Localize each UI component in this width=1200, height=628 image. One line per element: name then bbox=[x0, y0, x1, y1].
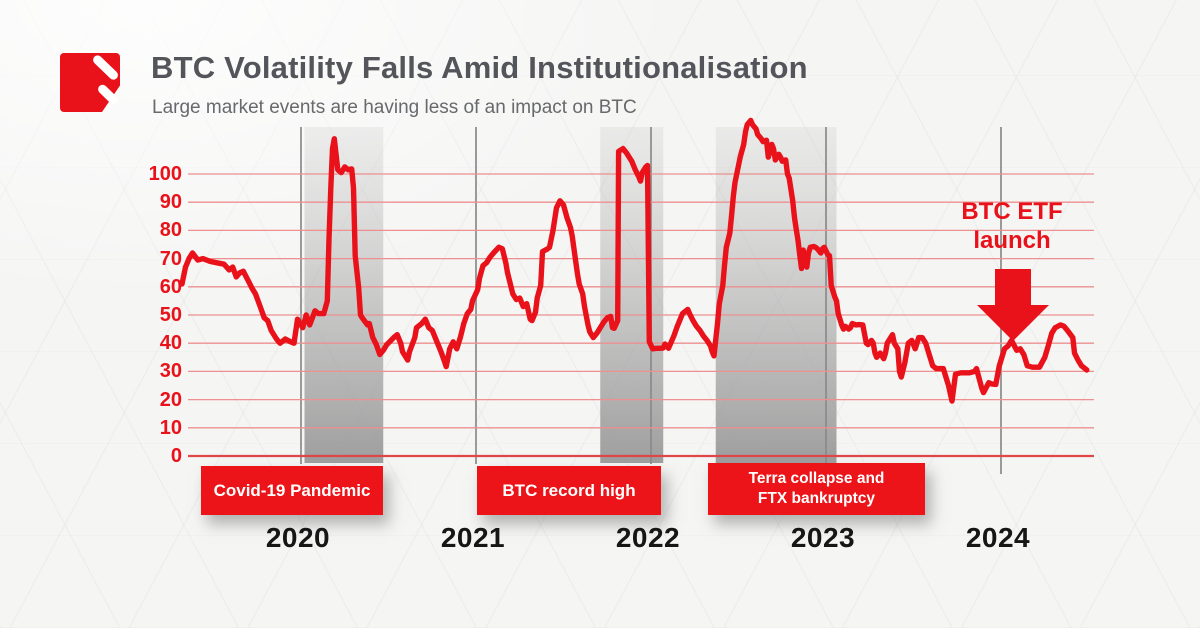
y-tick-label: 50 bbox=[159, 304, 182, 326]
etf-annotation-line2: launch bbox=[973, 227, 1051, 254]
event-band bbox=[304, 127, 384, 463]
event-label-text: FTX bankruptcy bbox=[757, 490, 876, 507]
brand-logo bbox=[60, 53, 120, 112]
x-tick-label-2022: 2022 bbox=[615, 522, 681, 553]
event-label-covid: Covid-19 Pandemic bbox=[201, 466, 383, 515]
event-label-text: Covid-19 Pandemic bbox=[213, 480, 371, 500]
etf-annotation-line1: BTC ETF bbox=[961, 198, 1063, 225]
y-tick-label: 100 bbox=[148, 163, 182, 185]
event-label-btc-record-high: BTC record high bbox=[477, 466, 661, 515]
y-tick-label: 40 bbox=[159, 332, 182, 354]
x-tick-label-2021: 2021 bbox=[440, 522, 506, 553]
x-tick-label-2024: 2024 bbox=[965, 522, 1031, 553]
x-tick-label-2023: 2023 bbox=[790, 522, 856, 553]
y-tick-label: 90 bbox=[159, 191, 182, 213]
x-tick-label-2020: 2020 bbox=[265, 522, 331, 553]
event-label-text: BTC record high bbox=[502, 480, 636, 500]
volatility-line bbox=[179, 117, 1090, 404]
y-tick-label: 70 bbox=[159, 248, 182, 270]
event-band bbox=[600, 127, 664, 463]
y-tick-label: 30 bbox=[159, 360, 182, 382]
y-tick-label: 10 bbox=[159, 417, 182, 439]
y-tick-label: 60 bbox=[159, 276, 182, 298]
page-title: BTC Volatility Falls Amid Institutionali… bbox=[151, 50, 808, 85]
event-label-text: Terra collapse and bbox=[748, 470, 885, 487]
etf-launch-annotation: BTC ETF launch bbox=[942, 197, 1082, 255]
page-subtitle: Large market events are having less of a… bbox=[152, 97, 637, 118]
etf-arrow-icon bbox=[977, 269, 1049, 341]
y-tick-label: 20 bbox=[159, 389, 182, 411]
event-label-terra-ftx: Terra collapse and FTX bankruptcy bbox=[708, 463, 925, 515]
y-tick-label: 80 bbox=[159, 219, 182, 241]
y-tick-label: 0 bbox=[170, 445, 182, 467]
